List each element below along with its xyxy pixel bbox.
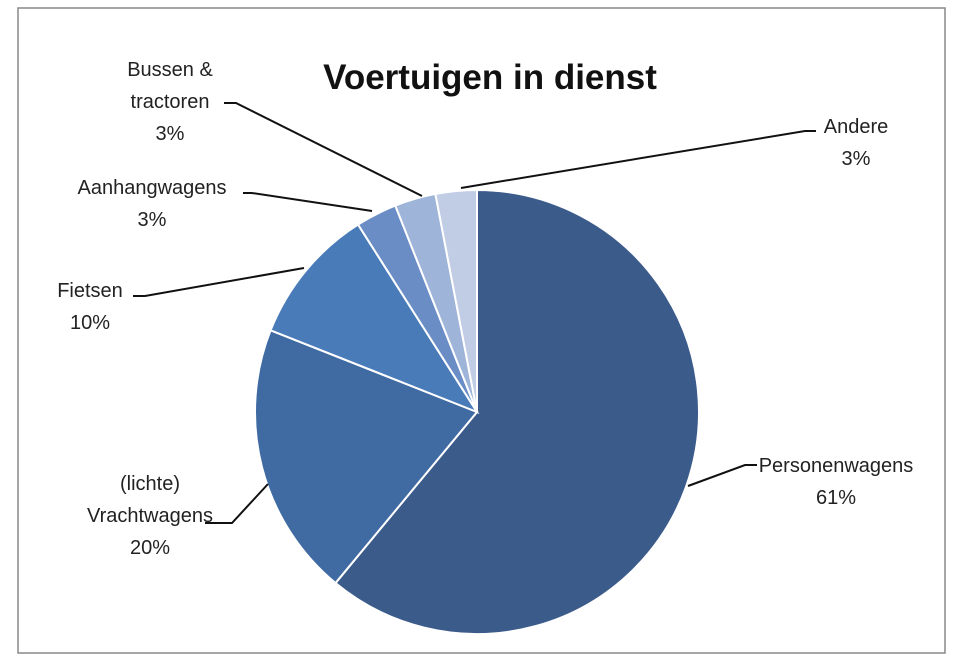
value-label: 3% — [841, 148, 871, 170]
leader-line — [133, 267, 305, 297]
leader-line — [205, 483, 269, 524]
category-label: (lichte) Vrachtwagens — [87, 473, 213, 527]
category-label: Personenwagens — [758, 455, 914, 477]
category-label: Andere — [823, 116, 889, 138]
value-label: 3% — [155, 123, 185, 145]
chart-title: Voertuigen in dienst — [323, 58, 657, 97]
value-label: 10% — [69, 312, 111, 334]
pie-slice — [334, 188, 700, 635]
category-label: Fietsen — [57, 280, 123, 302]
pie-slice — [434, 188, 478, 413]
slice-label: Aanhangwagens 3% — [62, 172, 242, 236]
category-label: Bussen & tractoren — [127, 59, 213, 113]
leader-line — [460, 130, 816, 189]
pie-slice — [254, 328, 479, 585]
pie-slice — [269, 223, 480, 415]
leader-line — [243, 192, 373, 212]
slice-label: (lichte) Vrachtwagens 20% — [75, 468, 225, 564]
value-label: 61% — [815, 487, 857, 509]
slice-label: Personenwagens 61% — [746, 450, 926, 514]
leader-line — [687, 464, 757, 487]
slice-label: Fietsen 10% — [45, 275, 135, 339]
slice-label: Bussen & tractoren 3% — [110, 54, 230, 150]
value-label: 20% — [129, 537, 171, 559]
slice-label: Andere 3% — [806, 111, 906, 175]
leader-line — [224, 102, 423, 197]
value-label: 3% — [137, 209, 167, 231]
category-label: Aanhangwagens — [77, 177, 227, 199]
